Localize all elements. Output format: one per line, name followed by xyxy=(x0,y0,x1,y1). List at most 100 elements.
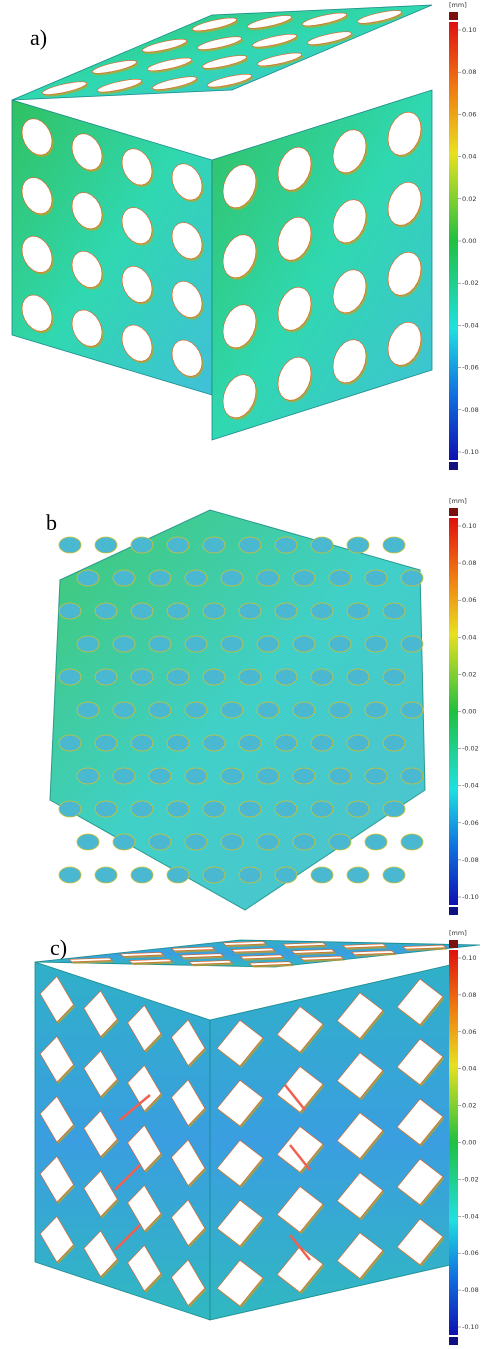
lattice-cell xyxy=(311,801,333,817)
lattice-cell xyxy=(293,636,315,652)
lattice-cell xyxy=(239,537,261,553)
lattice-cell xyxy=(383,735,405,751)
lattice-cell xyxy=(275,801,297,817)
lattice-cell xyxy=(77,768,99,784)
colorbar xyxy=(449,518,458,905)
lattice-cell xyxy=(365,834,387,850)
lattice-cell xyxy=(131,669,153,685)
lattice-cell xyxy=(203,735,225,751)
colorbar-tick-label: -0.04 xyxy=(462,321,479,329)
lattice-cell xyxy=(203,603,225,619)
lattice-cell xyxy=(347,669,369,685)
figure-canvas: a) b c) [mm]0.100.080.060.040.020.00-0.0… xyxy=(0,0,483,1349)
lattice-cell xyxy=(185,834,207,850)
lattice-cell xyxy=(149,702,171,718)
lattice-cell xyxy=(167,801,189,817)
lattice-cell xyxy=(59,603,81,619)
lattice-cell xyxy=(95,537,117,553)
lattice-cell xyxy=(149,570,171,586)
lattice-cell xyxy=(329,570,351,586)
lattice-cell xyxy=(239,867,261,883)
lattice-cell xyxy=(77,702,99,718)
lattice-cell xyxy=(221,768,243,784)
colorbar-tick-label: 0.00 xyxy=(462,1139,476,1147)
lattice-cell xyxy=(221,834,243,850)
lattice-cell xyxy=(239,669,261,685)
colorbar-tick-label: 0.04 xyxy=(462,1065,476,1073)
lattice-cell xyxy=(113,636,135,652)
lattice-cell xyxy=(311,537,333,553)
lattice-cell xyxy=(293,702,315,718)
lattice-cell xyxy=(167,537,189,553)
colorbar-min-swatch xyxy=(449,1337,458,1345)
lattice-cell xyxy=(77,834,99,850)
lattice-cell xyxy=(383,801,405,817)
lattice-cell xyxy=(95,603,117,619)
lattice-cell xyxy=(185,768,207,784)
lattice-cell xyxy=(347,537,369,553)
colorbar-unit: [mm] xyxy=(449,497,467,505)
lattice-cell xyxy=(329,834,351,850)
lattice-cell xyxy=(275,603,297,619)
colorbar-tick-label: 0.10 xyxy=(462,26,476,34)
lattice-cell xyxy=(95,735,117,751)
lattice-cell xyxy=(149,768,171,784)
lattice-cell xyxy=(347,603,369,619)
colorbar xyxy=(449,22,458,460)
lattice-cell xyxy=(239,603,261,619)
lattice-cell xyxy=(257,570,279,586)
lattice-cell xyxy=(239,801,261,817)
lattice-cell xyxy=(59,867,81,883)
panel-label: c) xyxy=(50,935,67,960)
lattice-cell xyxy=(113,570,135,586)
colorbar-tick-label: -0.02 xyxy=(462,279,479,287)
colorbar-tick-label: -0.08 xyxy=(462,856,479,864)
lattice-cell xyxy=(383,603,405,619)
colorbar-tick-label: 0.04 xyxy=(462,633,476,641)
lattice-cell xyxy=(293,570,315,586)
colorbar-tick-label: 0.10 xyxy=(462,954,476,962)
colorbar-tick-label: -0.10 xyxy=(462,1323,479,1331)
lattice-cell xyxy=(221,702,243,718)
colorbar-tick-label: 0.00 xyxy=(462,708,476,716)
lattice-cell xyxy=(311,669,333,685)
lattice-cell xyxy=(203,867,225,883)
lattice-cell xyxy=(329,636,351,652)
colorbar-tick-label: 0.10 xyxy=(462,522,476,530)
colorbar-unit: [mm] xyxy=(449,929,467,937)
lattice-cell xyxy=(401,702,423,718)
lattice-cell xyxy=(167,669,189,685)
colorbar-tick-label: -0.06 xyxy=(462,1249,479,1257)
lattice-cell xyxy=(131,735,153,751)
colorbar-tick-label: 0.08 xyxy=(462,68,476,76)
lattice-cell xyxy=(401,834,423,850)
lattice-cell xyxy=(401,768,423,784)
lattice-cell xyxy=(131,801,153,817)
colorbar-tick-label: -0.08 xyxy=(462,406,479,414)
colorbar-tick-label: -0.10 xyxy=(462,893,479,901)
lattice-cell xyxy=(293,834,315,850)
lattice-cell xyxy=(329,702,351,718)
lattice-cell xyxy=(59,735,81,751)
figure: a) b c) [mm]0.100.080.060.040.020.00-0.0… xyxy=(0,0,483,1349)
lattice-cell xyxy=(131,867,153,883)
colorbar-tick-label: -0.02 xyxy=(462,745,479,753)
colorbar-tick-label: 0.02 xyxy=(462,195,476,203)
colorbar-tick-label: -0.06 xyxy=(462,364,479,372)
lattice-cell xyxy=(275,867,297,883)
lattice-cell xyxy=(203,669,225,685)
lattice-cell xyxy=(347,735,369,751)
lattice-cell xyxy=(383,669,405,685)
lattice-cell xyxy=(185,570,207,586)
colorbar-max-swatch xyxy=(449,12,458,20)
colorbar-min-swatch xyxy=(449,907,458,915)
lattice-cell xyxy=(203,537,225,553)
lattice-cell xyxy=(113,768,135,784)
lattice-cell xyxy=(365,702,387,718)
colorbar-tick-label: 0.02 xyxy=(462,1102,476,1110)
colorbar-unit: [mm] xyxy=(449,1,467,9)
colorbar-tick-label: -0.08 xyxy=(462,1286,479,1294)
lattice-cell xyxy=(149,834,171,850)
colorbar-tick-label: 0.08 xyxy=(462,991,476,999)
lattice-cell xyxy=(95,801,117,817)
